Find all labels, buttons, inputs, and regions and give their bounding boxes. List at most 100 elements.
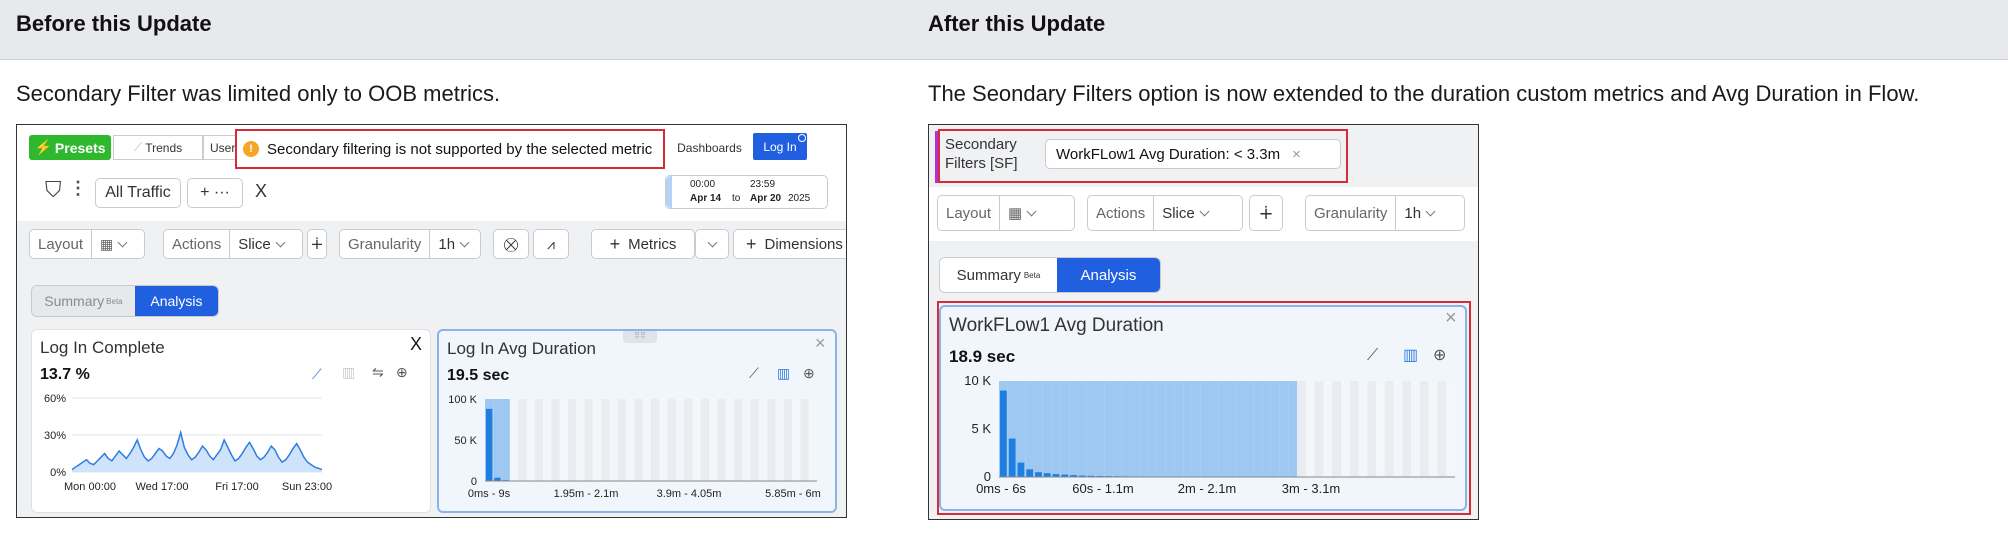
bin-background [526,399,535,481]
filter-icon[interactable]: ⛉ [45,177,62,202]
bin-background [1191,381,1201,477]
bin-background [1235,381,1245,477]
granularity-control[interactable]: Granularity 1h [1305,195,1465,231]
bin-background [634,399,643,481]
login-tab[interactable]: Log In [753,133,807,160]
close-card-button[interactable]: × [1445,307,1457,329]
drag-handle[interactable]: ⠿⠿ [623,331,657,343]
bin-background [1402,381,1412,477]
x-tick-label: 3m - 3.1m [1282,481,1341,496]
y-tick-label: 100 K [448,394,477,406]
zoom-icon[interactable]: ⊕ [1433,347,1447,364]
metrics-dropdown[interactable] [695,229,729,259]
workflow-avg-duration-card[interactable]: WorkFLow1 Avg Duration × 18.9 sec ⟋ ▥ ⊕ … [939,305,1467,511]
bolt-icon: ⚡ [34,139,52,155]
bin-background [617,399,627,481]
filter-highlight [938,129,1348,183]
split-icon[interactable]: ∔ [1249,195,1283,231]
histogram-bar [494,477,501,481]
bin-background [518,399,527,481]
secondary-filter-chip[interactable]: WorkFLow1 Avg Duration: < 3.3m × [1045,139,1341,169]
bin-background [750,399,759,481]
bin-background [1305,381,1315,477]
before-screenshot: ⚡ Presets ⟋ Trends Users Dashboards Log In… [16,124,847,518]
tab-analysis[interactable]: Analysis [1056,258,1160,292]
card-highlight [937,301,1471,515]
close-card-button[interactable]: × [815,333,826,353]
tab-summary[interactable]: Summary Beta [940,258,1057,292]
bin-background [1060,381,1070,477]
bin-background [576,399,585,481]
x-tick-label: 1.95m - 2.1m [554,488,619,500]
bin-background [1148,381,1157,477]
bin-background [675,399,685,481]
granularity-control[interactable]: Granularity 1h [339,229,481,259]
line-chart-icon[interactable]: ⟋ [312,366,322,382]
actions-control[interactable]: Actions Slice [1087,195,1243,231]
line-chart-icon[interactable]: ⟋ [749,365,759,381]
presets-button[interactable]: ⚡ Presets [29,135,111,160]
after-description: The Seondary Filters option is now exten… [928,81,1920,106]
bin-background [601,399,610,481]
histogram-bar [1043,473,1051,477]
card-title: Log In Avg Duration [447,339,597,358]
zoom-icon[interactable]: ⊕ [803,365,815,381]
zoom-icon[interactable]: ⊕ [396,364,408,380]
bin-background [1367,381,1377,477]
y-tick-label: 0 [471,476,477,488]
split-icon[interactable]: ∔ [307,229,327,259]
actions-control[interactable]: Actions Slice [163,229,303,259]
dashboards-tab[interactable]: Dashboards [677,140,742,155]
series-line [71,429,323,471]
log-in-complete-card[interactable]: Log In Complete X 13.7 % ⟋ ▥ ⇋ ⊕ 60% 30% 0… [31,329,431,513]
bin-background [1341,381,1350,477]
bar-chart-icon[interactable]: ▥ [342,364,356,380]
anomaly-icon[interactable]: ⩘ [533,229,569,259]
more-vertical-icon[interactable]: ⋮ [69,178,87,198]
bin-background [709,399,718,481]
trends-tab[interactable]: ⟋ Trends [113,135,203,160]
swap-icon[interactable]: ⇋ [372,364,384,380]
y-tick-label: 30% [44,430,66,442]
remove-chip-icon[interactable]: × [1292,145,1301,163]
bin-background [1200,381,1210,477]
x-tick-label: 2m - 2.1m [1178,481,1237,496]
plus-icon: + [609,233,621,254]
histogram-bar [1087,475,1095,477]
line-chart-icon[interactable]: ⟋ [1367,347,1379,364]
bar-chart-icon[interactable]: ▥ [1403,347,1419,364]
date-range-picker[interactable]: 00:00 Apr 14 to 23:59 Apr 20 2025 [665,175,828,209]
layout-control[interactable]: Layout ▦ [29,229,145,259]
view-tabs: Summary Beta Analysis [939,257,1161,293]
bin-background [501,399,510,481]
card-value: 18.9 sec [949,347,1016,366]
bin-background [1130,381,1140,477]
bin-background [667,399,676,481]
bin-background [1262,381,1271,477]
bin-background [1121,381,1131,477]
add-filter-button[interactable]: + ··· [187,178,243,208]
bar-chart-icon[interactable]: ▥ [777,365,791,381]
clear-filters-icon[interactable]: ⛒ [493,229,529,259]
tab-analysis[interactable]: Analysis [134,286,218,316]
layout-control[interactable]: Layout ▦ [937,195,1075,231]
x-tick-label: Sun 23:00 [282,481,332,493]
bin-background [808,399,817,481]
metrics-button[interactable]: + Metrics [591,229,695,259]
log-in-avg-duration-card[interactable]: ⠿⠿ Log In Avg Duration × 19.5 sec ⟋ ▥ ⊕ … [437,329,837,513]
bin-background [1069,381,1078,477]
bin-background [626,399,635,481]
bin-background [1323,381,1333,477]
close-card-button[interactable]: X [410,334,423,354]
bin-background [493,399,502,481]
bin-background [783,399,793,481]
tab-summary[interactable]: Summary Beta [32,286,135,316]
secondary-filters-label: Secondary Filters [SF] [945,136,1018,172]
grid-icon: ▦ [1008,205,1023,222]
histogram-bar [1000,390,1007,477]
dimensions-button[interactable]: + Dimensions [733,229,846,259]
bin-background [775,399,784,481]
plus-icon: + [746,233,757,254]
all-traffic-chip[interactable]: All Traffic [95,178,181,208]
clear-filter-button[interactable]: X [255,181,268,201]
